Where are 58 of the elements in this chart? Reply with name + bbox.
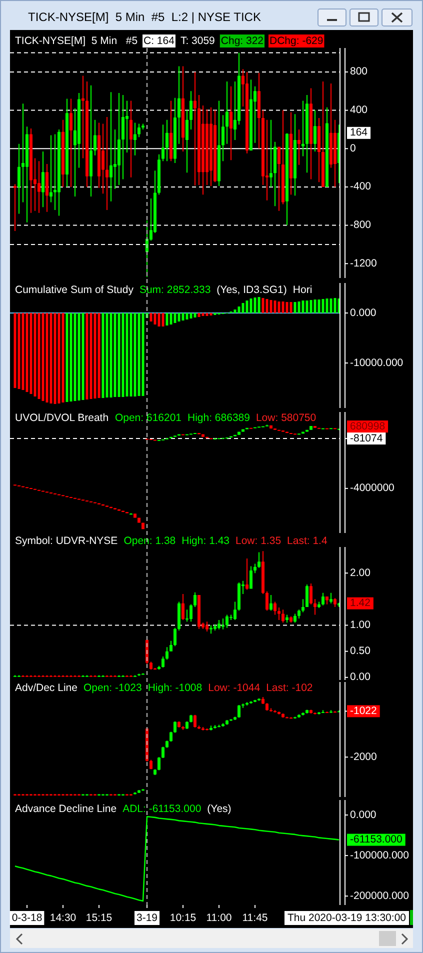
y-tick-label: -400 — [350, 180, 372, 193]
chart-title: UVOL/DVOL Breath — [15, 412, 109, 424]
text: 680998 — [350, 420, 386, 432]
y-tick-label: 0.000 — [350, 306, 376, 319]
annotation: Last: -102 — [266, 682, 313, 694]
y-tick-label: 800 — [350, 66, 368, 78]
annotation: (Yes) — [207, 802, 232, 815]
chart-subtitle: TICK-NYSE[M] 5 Min #5 — [15, 34, 138, 47]
y-tick-label: 0.50 — [350, 645, 371, 658]
chart-title: Advance Decline Line — [15, 802, 117, 815]
text: Chg: 322 — [220, 34, 264, 47]
text: 1.42 — [350, 597, 371, 610]
annotation: ADL: -61153.000 — [122, 802, 202, 815]
y-tick-label: 2.00 — [350, 566, 371, 579]
annotation: High: 686389 — [188, 412, 250, 424]
y-tick-label: 400 — [350, 104, 368, 116]
text: High: 1.43 — [182, 534, 230, 547]
x-tick-label: 15:15 — [86, 912, 112, 924]
y-tick-label: -2000 — [350, 750, 378, 763]
text: 164 — [350, 126, 368, 139]
chart-title: Cumulative Sum of Study — [15, 284, 134, 296]
text: Thu 2020-03-19 13:30:00 — [287, 912, 406, 924]
annotation: Open: 616201 — [114, 412, 182, 424]
text: T: 3059 — [180, 34, 216, 47]
y-tick-label: 0 — [350, 142, 356, 154]
annotation: Low: 580750 — [256, 412, 316, 424]
y-tick-label: -200000.000 — [350, 890, 410, 902]
y-tick-label: -10000.000 — [350, 356, 404, 369]
annotation: Hori — [292, 284, 312, 296]
annotation: Sum: 2852.333 — [139, 284, 211, 296]
x-tick-label: 0-3-18 — [12, 912, 42, 924]
chart-title: Symbol: UDVR-NYSE — [15, 534, 118, 547]
y-tick-label: -4000000 — [350, 482, 395, 494]
chart-title: TICK-NYSE[M] 5 Min #5 L:2 | NYSE TICK — [28, 10, 261, 24]
y-tick-label: -1022 — [350, 704, 378, 717]
y-tick-label: 0.00 — [350, 671, 371, 684]
x-tick-label: 11:00 — [206, 912, 232, 924]
x-tick-label: 10:15 — [170, 912, 196, 924]
x-tick-label: 11:45 — [242, 912, 268, 924]
text: Last: 1.4 — [287, 534, 328, 547]
x-tick-label: 3-19 — [136, 912, 158, 924]
annotation: High: -1008 — [148, 682, 202, 694]
annotation: (Yes, ID3.SG1) — [216, 284, 287, 296]
annotation: Open: -1023 — [83, 682, 142, 694]
annotation: Low: -1044 — [208, 682, 260, 694]
y-tick-label: -1200 — [350, 257, 378, 270]
y-tick-label: 0.000 — [350, 808, 376, 821]
chart-title: Adv/Dec Line — [15, 682, 78, 694]
y-tick-label: -800 — [350, 219, 372, 232]
text: DChg: -629 — [270, 34, 324, 47]
text: -61153.000 — [350, 834, 403, 846]
y-tick-label: -100000.000 — [350, 849, 410, 862]
text: Low: 1.35 — [236, 534, 282, 547]
x-tick-label: 14:30 — [50, 912, 76, 924]
y-tick-label: -81074 — [350, 432, 383, 444]
text: Open: 1.38 — [124, 534, 176, 547]
y-tick-label: 1.00 — [350, 619, 371, 632]
text: C: 164 — [144, 34, 175, 47]
